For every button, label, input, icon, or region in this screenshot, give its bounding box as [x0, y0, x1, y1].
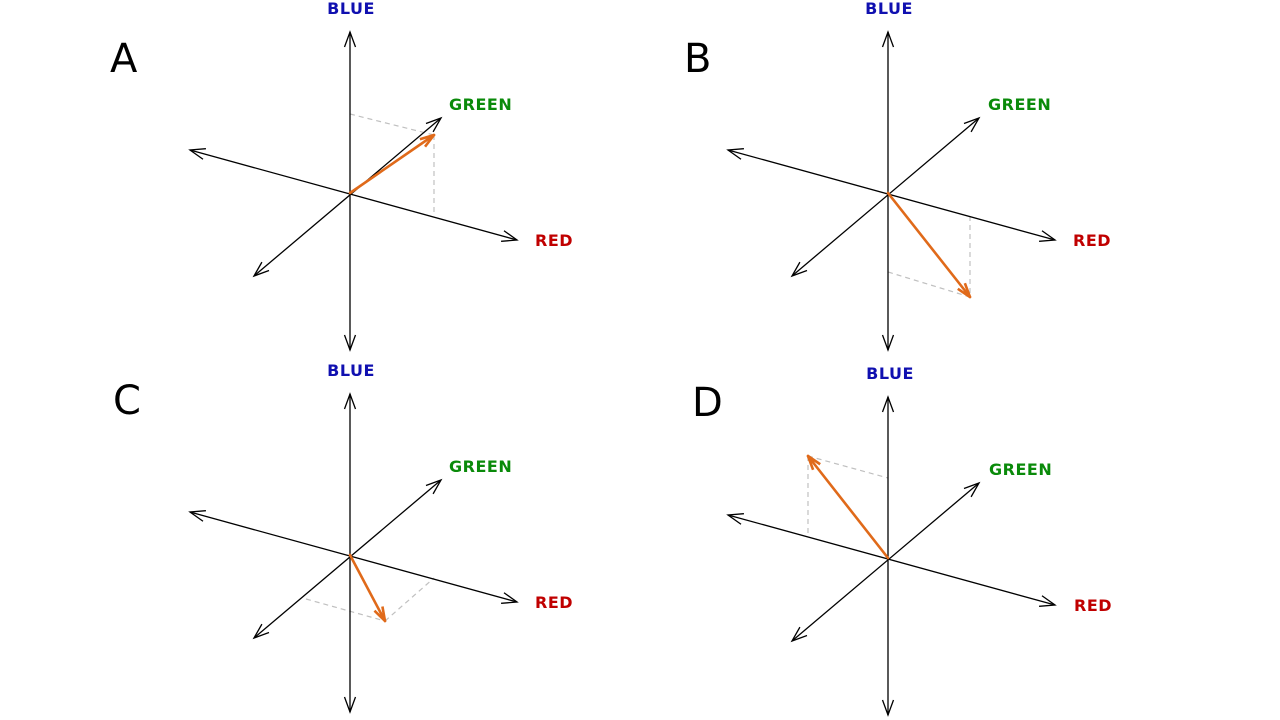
blue-axis-head-start — [343, 392, 357, 410]
projection-line — [384, 577, 435, 622]
blue-axis-label: BLUE — [866, 364, 914, 383]
projection-line — [807, 455, 889, 479]
projection-line — [887, 271, 971, 298]
red-axis — [727, 514, 1056, 606]
green-axis-head-end — [425, 116, 443, 133]
blue-axis-head-start — [881, 395, 895, 413]
red-axis — [727, 149, 1056, 241]
green-axis-label: GREEN — [449, 95, 512, 114]
green-axis-label: GREEN — [989, 460, 1052, 479]
green-axis-label: GREEN — [449, 457, 512, 476]
red-axis-head-start — [726, 513, 744, 525]
color-vector-arrowhead — [806, 454, 821, 471]
green-axis — [253, 117, 442, 277]
blue-axis-label: BLUE — [865, 0, 913, 18]
blue-axis-head-end — [343, 334, 357, 352]
projection-line — [349, 113, 435, 136]
green-axis-label: GREEN — [988, 95, 1051, 114]
color-vector — [348, 553, 387, 623]
panel-a: A BLUE GREEN RED — [110, 0, 573, 352]
green-axis — [253, 479, 442, 639]
blue-axis-label: BLUE — [327, 361, 375, 380]
color-vector-arrowhead — [373, 606, 387, 623]
panel-c: C BLUE GREEN RED — [113, 361, 573, 714]
green-axis-head-start — [790, 626, 808, 643]
red-axis-head-start — [188, 510, 206, 522]
green-axis — [791, 482, 980, 642]
red-axis-head-start — [726, 148, 744, 160]
green-axis-head-end — [963, 481, 981, 498]
color-vector — [806, 454, 890, 560]
color-vector — [886, 191, 972, 299]
red-axis-label: RED — [535, 231, 573, 250]
panel-b: B BLUE GREEN RED — [684, 0, 1111, 352]
red-axis — [189, 149, 518, 241]
red-axis-head-end — [1039, 595, 1057, 607]
projection-line — [305, 598, 386, 622]
red-axis-label: RED — [1073, 231, 1111, 250]
blue-axis-head-end — [343, 696, 357, 714]
red-axis — [189, 511, 518, 603]
blue-axis-label: BLUE — [327, 0, 375, 18]
red-axis-head-end — [1039, 230, 1057, 242]
red-axis-label: RED — [1074, 596, 1112, 615]
color-vector-arrowhead — [419, 133, 436, 148]
color-vector-arrowhead — [957, 282, 972, 299]
color-vector — [348, 133, 436, 195]
green-axis-head-start — [252, 261, 270, 278]
panel-letter: A — [110, 36, 138, 82]
green-axis-head-start — [790, 261, 808, 278]
red-axis-head-end — [501, 592, 519, 604]
panel-d: D BLUE GREEN RED — [692, 364, 1112, 717]
blue-axis-head-end — [881, 699, 895, 717]
red-axis-label: RED — [535, 593, 573, 612]
green-axis — [791, 117, 980, 277]
panel-letter: C — [113, 378, 141, 424]
green-axis-head-end — [963, 116, 981, 133]
blue-axis-head-end — [881, 334, 895, 352]
green-axis-head-end — [425, 478, 443, 495]
blue-axis-head-start — [881, 30, 895, 48]
blue-axis-head-start — [343, 30, 357, 48]
green-axis-head-start — [252, 623, 270, 640]
panel-letter: D — [692, 380, 723, 426]
panel-letter: B — [684, 36, 711, 82]
red-axis-head-start — [188, 148, 206, 160]
red-axis-head-end — [501, 230, 519, 242]
